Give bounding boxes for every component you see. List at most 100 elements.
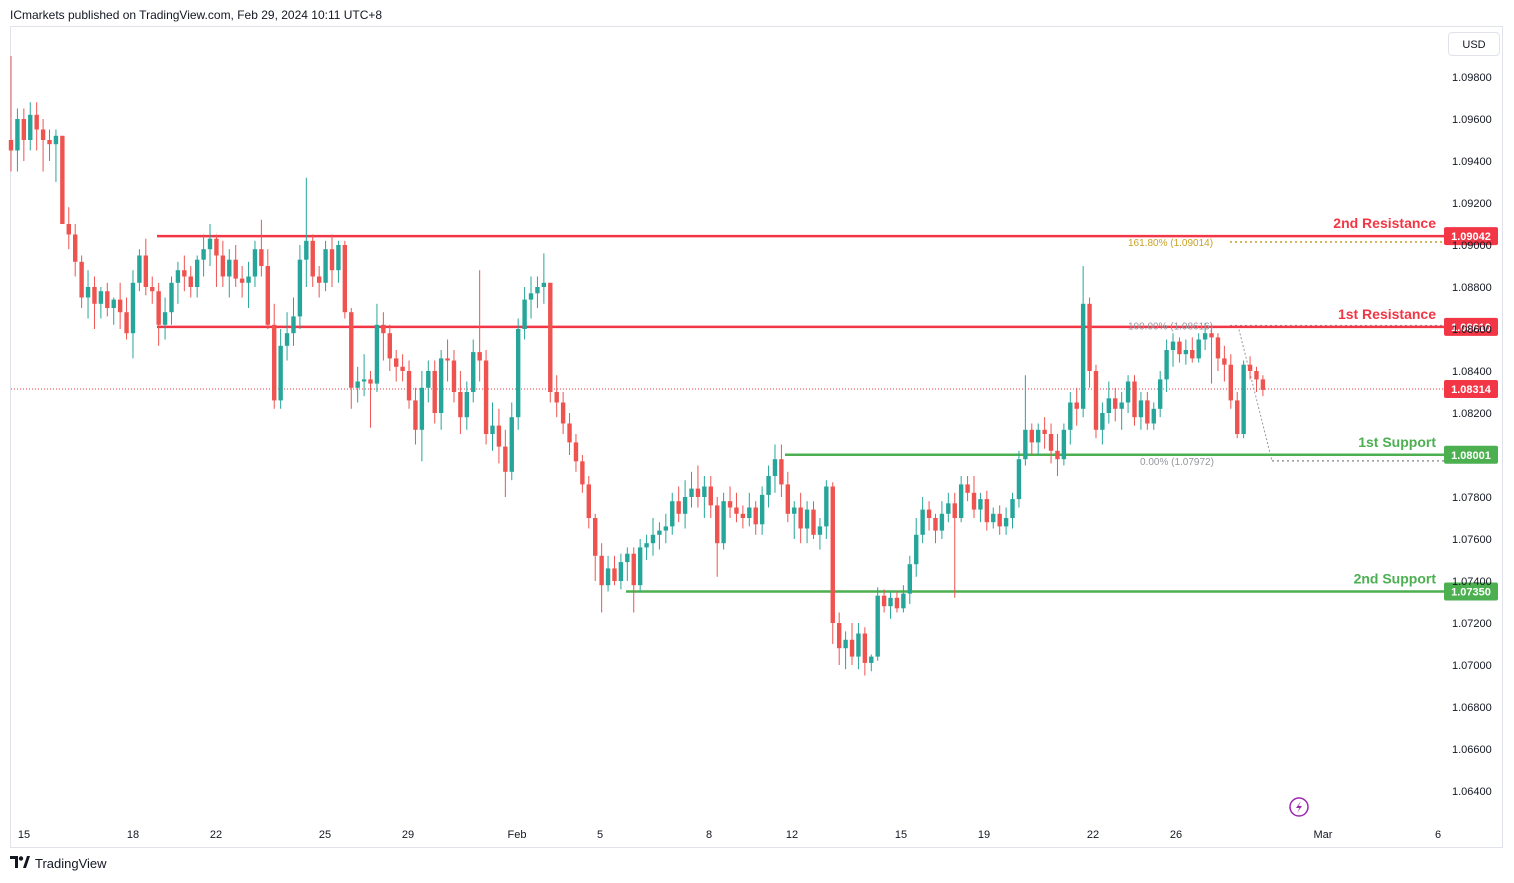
candle-body (1228, 364, 1233, 401)
time-tick-label: Mar (1314, 829, 1333, 841)
candle (1145, 392, 1150, 430)
price-tick-label: 1.08800 (1452, 282, 1492, 294)
candle (804, 501, 810, 544)
candle-body (740, 513, 746, 518)
candle (47, 129, 52, 161)
candle-body (406, 371, 412, 401)
candle-body (926, 509, 932, 518)
candle-body (233, 259, 238, 279)
candle (933, 513, 938, 544)
candle (458, 371, 463, 434)
candle (740, 505, 746, 529)
candle (252, 240, 258, 287)
time-tick-label: 15 (18, 829, 30, 841)
candle-body (1260, 379, 1266, 390)
lightning-icon[interactable] (1289, 797, 1309, 817)
price-axis: 1.09042 1.08610 1.08001 1.07350 1.09800 1.096… (1444, 72, 1498, 798)
publisher-caption: ICmarkets published on TradingView.com, … (10, 8, 383, 22)
level-price-label: 1.08610 (1451, 322, 1491, 334)
candle (182, 255, 187, 292)
currency-button[interactable]: USD (1448, 32, 1500, 56)
candle-body (1042, 429, 1047, 434)
candle (233, 245, 238, 287)
candle-body (150, 287, 155, 292)
time-tick-label: 5 (597, 829, 603, 841)
time-tick-label: 29 (402, 829, 414, 841)
candle (21, 108, 27, 161)
time-tick-label: 6 (1435, 829, 1441, 841)
level-label: 1st Support (1358, 434, 1436, 450)
candle (715, 497, 720, 577)
candle-body (1157, 379, 1163, 409)
candle-body (156, 291, 161, 325)
candle-body (98, 291, 104, 304)
candle-body (1138, 400, 1144, 418)
candle-body (1145, 400, 1150, 424)
candle (361, 354, 367, 397)
footer-brand[interactable]: TradingView (35, 856, 107, 871)
candle-body (869, 656, 874, 663)
level-price-label: 1.07350 (1451, 587, 1491, 599)
candle (644, 534, 649, 560)
candle-body (1254, 371, 1259, 380)
candle-body (695, 488, 701, 497)
candle-body (201, 249, 206, 260)
candle (53, 129, 59, 182)
candle-body (894, 597, 900, 609)
price-tick-label: 1.06800 (1452, 702, 1492, 714)
candle (239, 266, 245, 298)
candle (1023, 375, 1028, 466)
candle-body (1080, 303, 1086, 409)
candle-body (143, 255, 149, 287)
fib-level-label: 161.80% (1.09014) (1128, 238, 1213, 249)
candle-body (1087, 303, 1092, 371)
candle (856, 623, 861, 670)
candle-body (644, 543, 649, 548)
candle (85, 270, 91, 319)
candle (156, 282, 161, 346)
candle-body (612, 568, 617, 581)
candle (907, 555, 912, 605)
candle-body (1209, 333, 1214, 338)
candle (695, 465, 701, 508)
candle (426, 360, 431, 403)
candle (79, 255, 84, 308)
candle (374, 303, 380, 392)
candle-body (278, 345, 283, 401)
candle-body (984, 499, 990, 523)
candle-body (1170, 341, 1176, 350)
candle (509, 402, 514, 481)
candle-body (554, 392, 559, 403)
candle (676, 486, 681, 523)
candle-body (753, 507, 758, 525)
candle-body (824, 486, 829, 527)
candle (490, 402, 495, 451)
candle (438, 350, 444, 430)
candle (1209, 324, 1214, 384)
candle-body (1068, 402, 1073, 430)
candle (1157, 371, 1163, 418)
price-tick-label: 1.07200 (1452, 618, 1492, 630)
candle (599, 543, 604, 613)
candle (528, 276, 534, 319)
candle (560, 392, 566, 434)
candle (201, 234, 206, 277)
candle (1196, 333, 1201, 363)
candle-body (28, 114, 33, 140)
candle (901, 585, 906, 613)
candle (849, 623, 855, 665)
candle-body (1036, 429, 1041, 443)
candle (1228, 354, 1233, 409)
candle-body (1164, 350, 1169, 380)
candle (1074, 387, 1079, 426)
candle-body (413, 400, 418, 430)
candle (734, 492, 739, 523)
tradingview-logo-icon[interactable] (10, 856, 30, 871)
price-tick-label: 1.09400 (1452, 156, 1492, 168)
candle (194, 255, 200, 298)
candle-body (593, 518, 598, 556)
candle-body (400, 366, 405, 371)
candle-body (933, 518, 938, 531)
candle (124, 297, 129, 340)
